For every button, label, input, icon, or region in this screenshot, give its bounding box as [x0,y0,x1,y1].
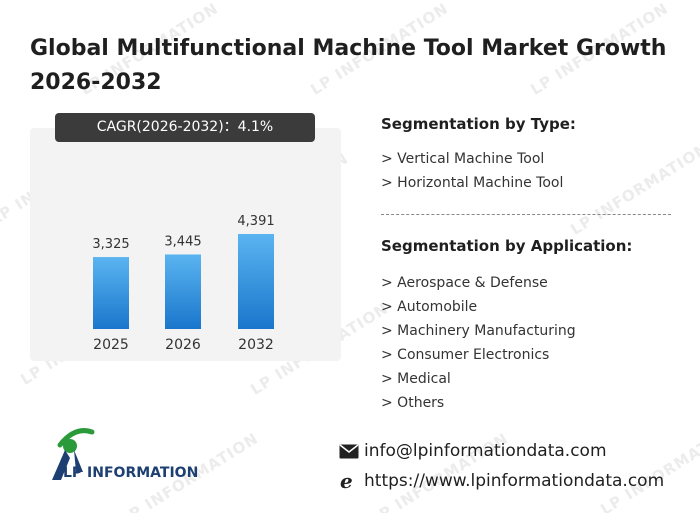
application-segment-item: > Aerospace & Defense [381,275,548,291]
application-segment-item: > Medical [381,371,451,387]
x-tick-label: 2025 [93,337,129,353]
type-segment-list: > Vertical Machine Tool > Horizontal Mac… [381,147,563,195]
envelope-icon [338,441,360,461]
bar-value-label: 4,391 [237,214,274,229]
type-segment-item: > Vertical Machine Tool [381,151,545,167]
contact-email[interactable]: info@lpinformationdata.com [338,441,607,461]
watermark-text: LP INFORMATION [567,139,700,239]
brand-logo [52,428,95,480]
contact-website[interactable]: e https://www.lpinformationdata.com [338,471,664,491]
watermark-text: LP INFORMATION [597,419,700,513]
application-segmentation-heading: Segmentation by Application: [381,237,633,255]
bar-value-label: 3,325 [92,237,129,252]
page-title: Global Multifunctional Machine Tool Mark… [30,36,667,95]
cagr-badge: CAGR(2026-2032)：4.1% [55,113,315,142]
application-segment-item: > Consumer Electronics [381,347,550,363]
website-url[interactable]: https://www.lpinformationdata.com [364,471,665,491]
application-segment-item: > Automobile [381,299,478,315]
application-segment-item: > Machinery Manufacturing [381,323,576,339]
bar-2025 [93,257,129,329]
email-address[interactable]: info@lpinformationdata.com [364,441,607,461]
bar-2026 [165,254,201,329]
svg-text:e: e [340,471,353,491]
x-tick-label: 2032 [238,337,274,353]
brand-name: LP INFORMATION [63,465,199,481]
bar-2032 [238,234,274,329]
section-divider [381,214,671,215]
type-segment-item: > Horizontal Machine Tool [381,175,564,191]
application-segment-item: > Others [381,395,445,411]
type-segmentation-heading: Segmentation by Type: [381,115,576,133]
bar-value-label: 3,445 [164,234,201,249]
bar-chart: 3,325 2025 3,445 2026 4,391 2032 [92,214,274,353]
x-tick-label: 2026 [165,337,201,353]
browser-e-icon: e [338,471,360,491]
application-segment-list: > Aerospace & Defense > Automobile > Mac… [381,271,576,415]
